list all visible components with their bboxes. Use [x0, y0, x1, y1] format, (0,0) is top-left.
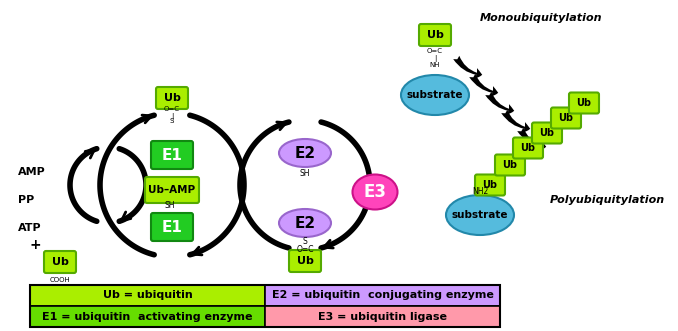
FancyBboxPatch shape [151, 213, 193, 241]
Text: E3 = ubiquitin ligase: E3 = ubiquitin ligase [318, 311, 447, 321]
Text: E2: E2 [294, 215, 315, 230]
Text: ATP: ATP [18, 223, 41, 233]
Text: AMP: AMP [18, 167, 45, 177]
Text: O=C: O=C [164, 106, 180, 112]
Text: Ub: Ub [521, 143, 536, 153]
Text: substrate: substrate [452, 210, 508, 220]
FancyBboxPatch shape [145, 177, 199, 203]
Text: E1: E1 [161, 219, 182, 234]
Text: E2: E2 [294, 146, 315, 161]
FancyBboxPatch shape [569, 92, 599, 114]
Text: substrate: substrate [407, 90, 463, 100]
Text: Ub: Ub [426, 30, 443, 40]
Text: NH: NH [430, 62, 440, 68]
Ellipse shape [353, 174, 397, 210]
Ellipse shape [446, 195, 514, 235]
Ellipse shape [279, 139, 331, 167]
Text: Ub: Ub [296, 256, 313, 266]
FancyBboxPatch shape [30, 306, 265, 327]
Ellipse shape [401, 75, 469, 115]
Text: E1 = ubiquitin  activating enzyme: E1 = ubiquitin activating enzyme [42, 311, 253, 321]
Text: Monoubiquitylation: Monoubiquitylation [480, 13, 603, 23]
Text: Ub: Ub [559, 113, 574, 123]
Text: S: S [170, 118, 174, 124]
Text: Ub–AMP: Ub–AMP [148, 185, 195, 195]
Text: E3: E3 [363, 183, 386, 201]
FancyBboxPatch shape [44, 251, 76, 273]
Text: Polyubiquitylation: Polyubiquitylation [550, 195, 665, 205]
Text: O=C: O=C [427, 48, 443, 54]
FancyBboxPatch shape [475, 174, 505, 196]
Text: |: | [434, 56, 436, 63]
Text: Ub: Ub [540, 128, 555, 138]
FancyBboxPatch shape [495, 155, 525, 175]
FancyBboxPatch shape [532, 122, 562, 144]
Text: Ub: Ub [576, 98, 591, 108]
Text: E2 = ubiquitin  conjugating enzyme: E2 = ubiquitin conjugating enzyme [272, 291, 494, 301]
FancyBboxPatch shape [551, 108, 581, 128]
Text: PP: PP [18, 195, 35, 205]
Text: Ub: Ub [502, 160, 517, 170]
Text: COOH: COOH [49, 277, 71, 283]
FancyBboxPatch shape [513, 137, 543, 159]
FancyBboxPatch shape [151, 141, 193, 169]
Text: Ub: Ub [163, 93, 180, 103]
Text: SH: SH [165, 201, 175, 210]
FancyBboxPatch shape [265, 306, 500, 327]
Text: SH: SH [300, 168, 311, 177]
Text: Ub: Ub [52, 257, 68, 267]
FancyBboxPatch shape [265, 285, 500, 306]
Text: S: S [302, 237, 307, 246]
Text: Ub: Ub [483, 180, 498, 190]
Text: |: | [171, 113, 173, 119]
Text: Ub = ubiquitin: Ub = ubiquitin [102, 291, 193, 301]
Ellipse shape [279, 209, 331, 237]
FancyBboxPatch shape [30, 285, 265, 306]
FancyBboxPatch shape [156, 87, 188, 109]
Text: NH2: NH2 [472, 187, 488, 197]
Text: +: + [29, 238, 41, 252]
FancyBboxPatch shape [289, 250, 321, 272]
FancyBboxPatch shape [419, 24, 451, 46]
Text: O=C: O=C [296, 245, 314, 254]
Text: E1: E1 [161, 148, 182, 163]
